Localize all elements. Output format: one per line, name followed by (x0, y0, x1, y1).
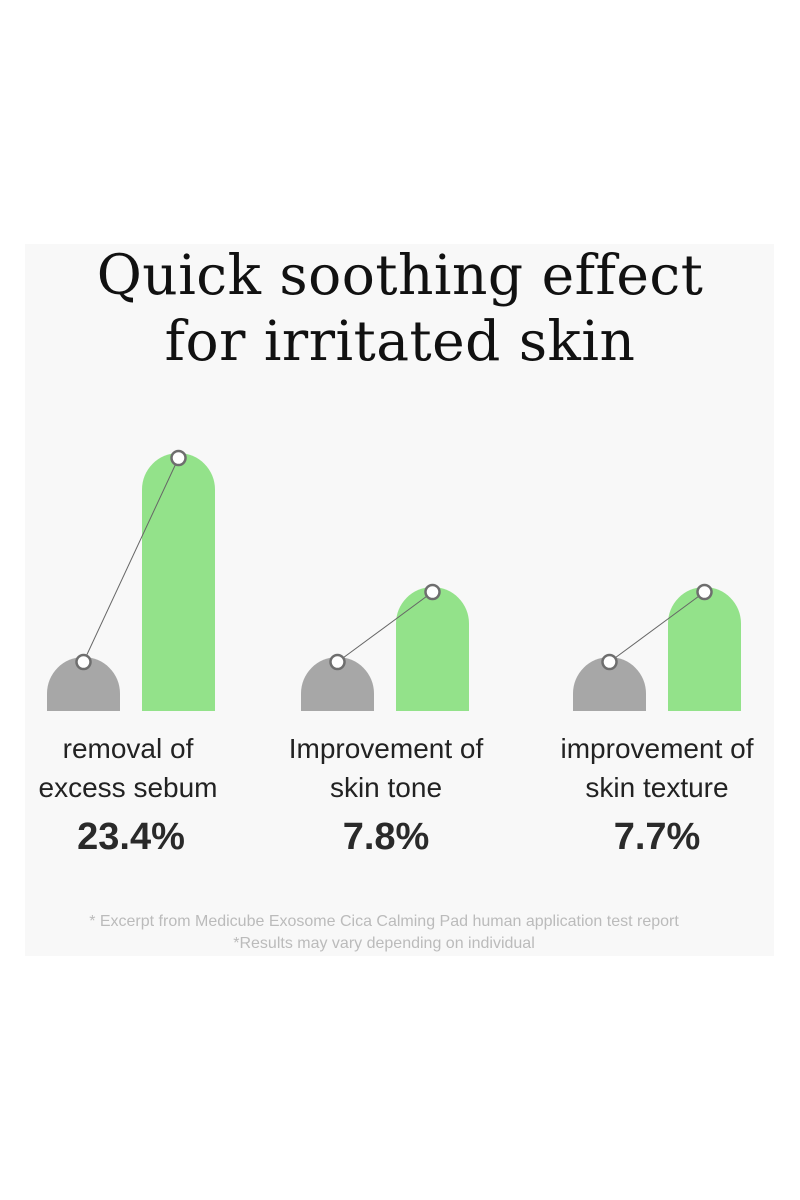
after-bar (668, 587, 741, 711)
after-marker (424, 583, 441, 601)
value-label-texture: 7.7% (613, 816, 701, 858)
chart-title: Quick soothing effect for irritated skin (0, 242, 800, 374)
value-label-sebum: 23.4% (77, 816, 185, 858)
category-label-sebum: removal of excess sebum (3, 729, 253, 807)
before-bar (573, 657, 646, 711)
category-label-line: excess sebum (38, 772, 218, 803)
after-marker (170, 449, 187, 467)
before-marker (75, 653, 92, 671)
footnote-disclaimer: *Results may vary depending on individua… (233, 935, 535, 952)
before-marker (601, 653, 618, 671)
after-bar (142, 453, 215, 711)
after-marker (696, 583, 713, 601)
before-marker (329, 653, 346, 671)
value-label-tone: 7.8% (342, 816, 430, 858)
after-bar (396, 587, 469, 711)
category-label-line: improvement of (560, 733, 754, 764)
connector-line (337, 591, 433, 663)
footnote-source: * Excerpt from Medicube Exosome Cica Cal… (89, 913, 679, 930)
before-bar (47, 657, 120, 711)
category-label-line: skin tone (329, 772, 443, 803)
category-label-texture: improvement of skin texture (532, 729, 782, 807)
connector-line (83, 457, 179, 663)
title-line-2: for irritated skin (164, 309, 636, 373)
title-line-1: Quick soothing effect (96, 243, 704, 307)
category-label-line: skin texture (585, 772, 729, 803)
category-label-line: removal of (62, 733, 194, 764)
category-label-line: Improvement of (288, 733, 484, 764)
category-label-tone: Improvement of skin tone (261, 729, 511, 807)
connector-line (609, 591, 705, 663)
before-bar (301, 657, 374, 711)
